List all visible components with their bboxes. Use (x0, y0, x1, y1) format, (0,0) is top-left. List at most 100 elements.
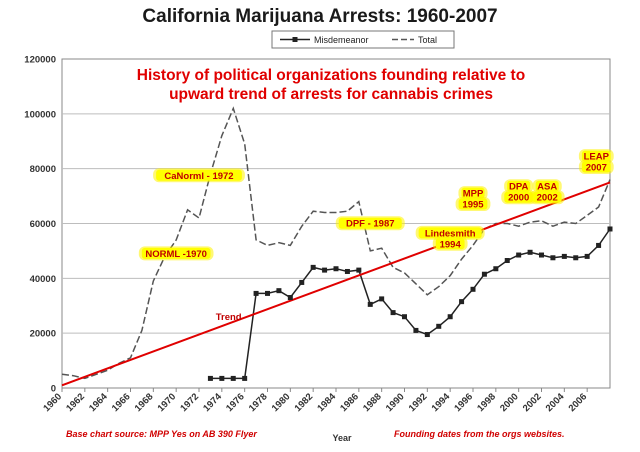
x-tick-label: 1986 (338, 391, 361, 414)
x-tick-label: 1970 (156, 391, 179, 414)
data-point (459, 299, 465, 305)
x-tick-label: 1964 (87, 391, 110, 414)
x-tick-label: 2002 (521, 391, 544, 414)
data-point (470, 286, 476, 292)
x-tick-label: 2006 (567, 391, 590, 414)
data-point (504, 258, 510, 264)
x-tick-label: 1960 (41, 391, 64, 414)
data-point (333, 266, 339, 272)
x-tick-label: 1976 (224, 391, 247, 414)
annotation-label: 2000 (508, 193, 529, 204)
x-tick-label: 1982 (293, 391, 316, 414)
headline-text: upward trend of arrests for cannabis cri… (169, 86, 493, 103)
data-point (356, 267, 362, 273)
legend-misdemeanor-marker (292, 37, 298, 42)
annotation-highlight (458, 198, 488, 210)
y-tick-labels: 0 20000 40000 60000 80000 100000 120000 (24, 55, 56, 395)
annotation-highlight (504, 191, 534, 203)
data-point (481, 271, 487, 277)
data-point (607, 226, 613, 232)
annotation-highlight (581, 150, 611, 162)
series-markers (207, 226, 613, 381)
data-point (516, 252, 522, 258)
data-point (390, 310, 396, 316)
annotation-label: Lindesmith (425, 228, 476, 239)
annotation-highlight (532, 191, 562, 203)
data-point (379, 296, 385, 302)
data-point (493, 266, 499, 272)
annotation-highlight (507, 180, 531, 192)
x-tick-label: 1966 (110, 391, 133, 414)
data-point (584, 253, 590, 259)
data-point (219, 375, 225, 381)
legend-total-label: Total (418, 35, 437, 45)
legend-frame (271, 30, 455, 49)
y-tick-label: 0 (51, 384, 56, 395)
annotation-label: CaNorml - 1972 (164, 171, 233, 182)
x-tick-label: 1998 (475, 391, 498, 414)
annotation-label: 1994 (440, 239, 462, 250)
data-point (310, 264, 316, 270)
annotation-highlight (461, 187, 485, 199)
x-tick-label: 1990 (384, 391, 407, 414)
data-point (550, 255, 556, 261)
annotation-label: LEAP (584, 152, 610, 163)
annotation-highlight (581, 161, 611, 173)
x-tick-label: 1996 (452, 391, 475, 414)
legend: Misdemeanor Total (271, 30, 455, 49)
data-point (596, 242, 602, 248)
annotations: History of political organizations found… (137, 67, 614, 323)
x-tick-label: 2004 (544, 391, 567, 414)
data-point (447, 314, 453, 320)
y-tick-label: 100000 (24, 109, 56, 120)
x-tick-label: 1988 (361, 391, 384, 414)
x-tick-label: 1980 (270, 391, 293, 414)
x-tick-label: 1968 (133, 391, 156, 414)
annotation-label: NORML -1970 (145, 249, 207, 260)
annotation-highlight (338, 217, 402, 229)
series-line-trend (61, 181, 611, 387)
annotation-label: DPA (509, 182, 528, 193)
x-tick-label: 1978 (247, 391, 270, 414)
y-tick-label: 80000 (30, 164, 56, 175)
x-tick-labels: 1960 1962 1964 1966 1968 1970 1972 1974 1976 1978… (41, 391, 589, 414)
annotation-highlight (435, 238, 465, 250)
annotation-highlight (141, 247, 211, 259)
data-point (539, 252, 544, 258)
data-point (230, 375, 236, 381)
x-tick-label: 1972 (178, 391, 201, 414)
data-point (344, 268, 350, 274)
annotation-label: ASA (537, 182, 557, 193)
y-tick-label: 120000 (24, 55, 56, 66)
data-point (207, 375, 213, 381)
data-point (527, 249, 533, 255)
headline-text: History of political organizations found… (137, 67, 525, 84)
x-tick-label: 1994 (430, 391, 453, 414)
series-line-total (61, 106, 611, 380)
annotation-label: MPP (463, 189, 484, 200)
data-point (573, 255, 579, 261)
annotation-label: 2002 (537, 193, 558, 204)
y-tick-label: 20000 (30, 329, 56, 340)
data-point (276, 288, 282, 294)
data-point (424, 332, 430, 338)
y-tick-label: 60000 (30, 219, 56, 230)
x-tick-label: 2000 (498, 391, 521, 414)
annotation-highlight (156, 169, 242, 181)
x-tick-label: 1984 (315, 391, 338, 414)
x-tick-label: 1974 (201, 391, 224, 414)
annotation-highlight (535, 180, 559, 192)
legend-misdemeanor-label: Misdemeanor (314, 35, 369, 45)
gridlines (61, 113, 610, 392)
x-tick-label: 1962 (64, 391, 87, 414)
data-point (265, 290, 270, 296)
x-axis-label: Year (332, 433, 352, 443)
data-point (561, 253, 567, 259)
data-point (242, 375, 248, 381)
data-point (322, 267, 328, 273)
footer-source: Base chart source: MPP Yes on AB 390 Fly… (66, 429, 257, 439)
annotation-label: Trend (216, 312, 242, 323)
annotation-label: 1995 (462, 200, 484, 211)
